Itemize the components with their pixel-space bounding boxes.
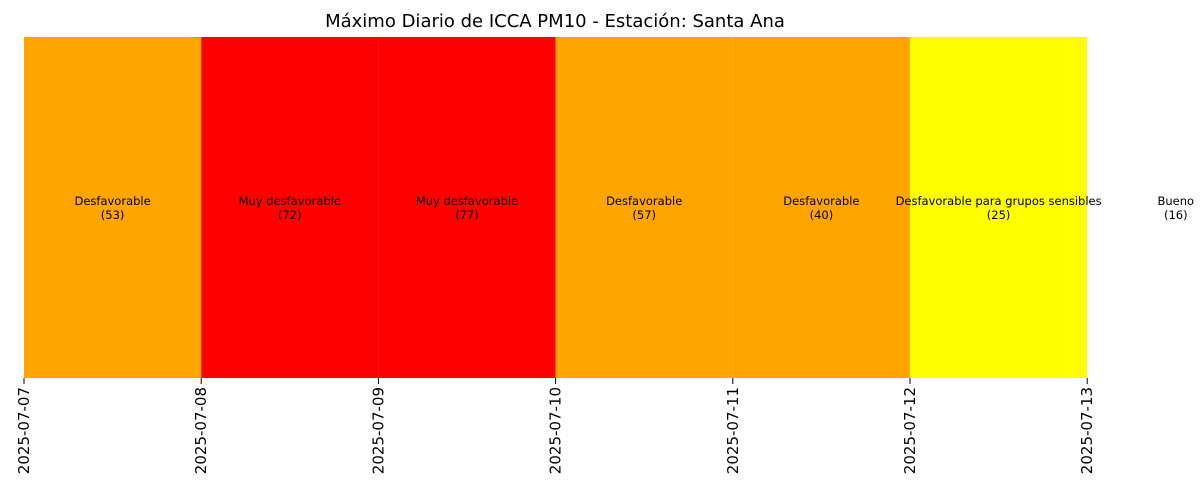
chart-title: Máximo Diario de ICCA PM10 - Estación: S… <box>325 11 785 32</box>
x-tick-label: 2025-07-11 <box>724 387 742 474</box>
x-tick-label: 2025-07-09 <box>369 387 387 474</box>
cell-labels: Desfavorable (53) Muy desfavorable (72) Muy … <box>74 194 1194 222</box>
cell-label-2025-07-12: Desfavorable para grupos sensibles (25) <box>896 194 1102 222</box>
cell-label-2025-07-08: Muy desfavorable (72) <box>239 194 341 222</box>
heatmap-cell-2025-07-08 <box>201 37 379 378</box>
x-tick-label: 2025-07-10 <box>547 387 565 474</box>
heatmap-cell-2025-07-11 <box>732 37 910 378</box>
cell-label-2025-07-11: Desfavorable (40) <box>783 194 859 222</box>
cell-label-2025-07-10: Desfavorable (57) <box>606 194 682 222</box>
x-tick-label: 2025-07-08 <box>192 387 210 474</box>
cell-label-2025-07-09: Muy desfavorable (77) <box>416 194 518 222</box>
heatmap-cell-2025-07-13 <box>1087 37 1200 378</box>
x-axis: 2025-07-07 2025-07-08 2025-07-09 2025-07-10… <box>15 378 1096 474</box>
heatmap-cell-2025-07-12 <box>910 37 1088 378</box>
heatmap-cell-2025-07-09 <box>378 37 556 378</box>
cell-label-2025-07-13: Bueno (16) <box>1158 194 1195 222</box>
heatmap-cell-2025-07-10 <box>555 37 733 378</box>
cell-label-2025-07-07: Desfavorable (53) <box>74 194 150 222</box>
heatmap-cell-2025-07-07 <box>24 37 202 378</box>
x-tick-label: 2025-07-12 <box>901 387 919 474</box>
heatmap-cells <box>24 37 1200 378</box>
x-tick-label: 2025-07-07 <box>15 387 33 474</box>
x-tick-label: 2025-07-13 <box>1078 387 1096 474</box>
